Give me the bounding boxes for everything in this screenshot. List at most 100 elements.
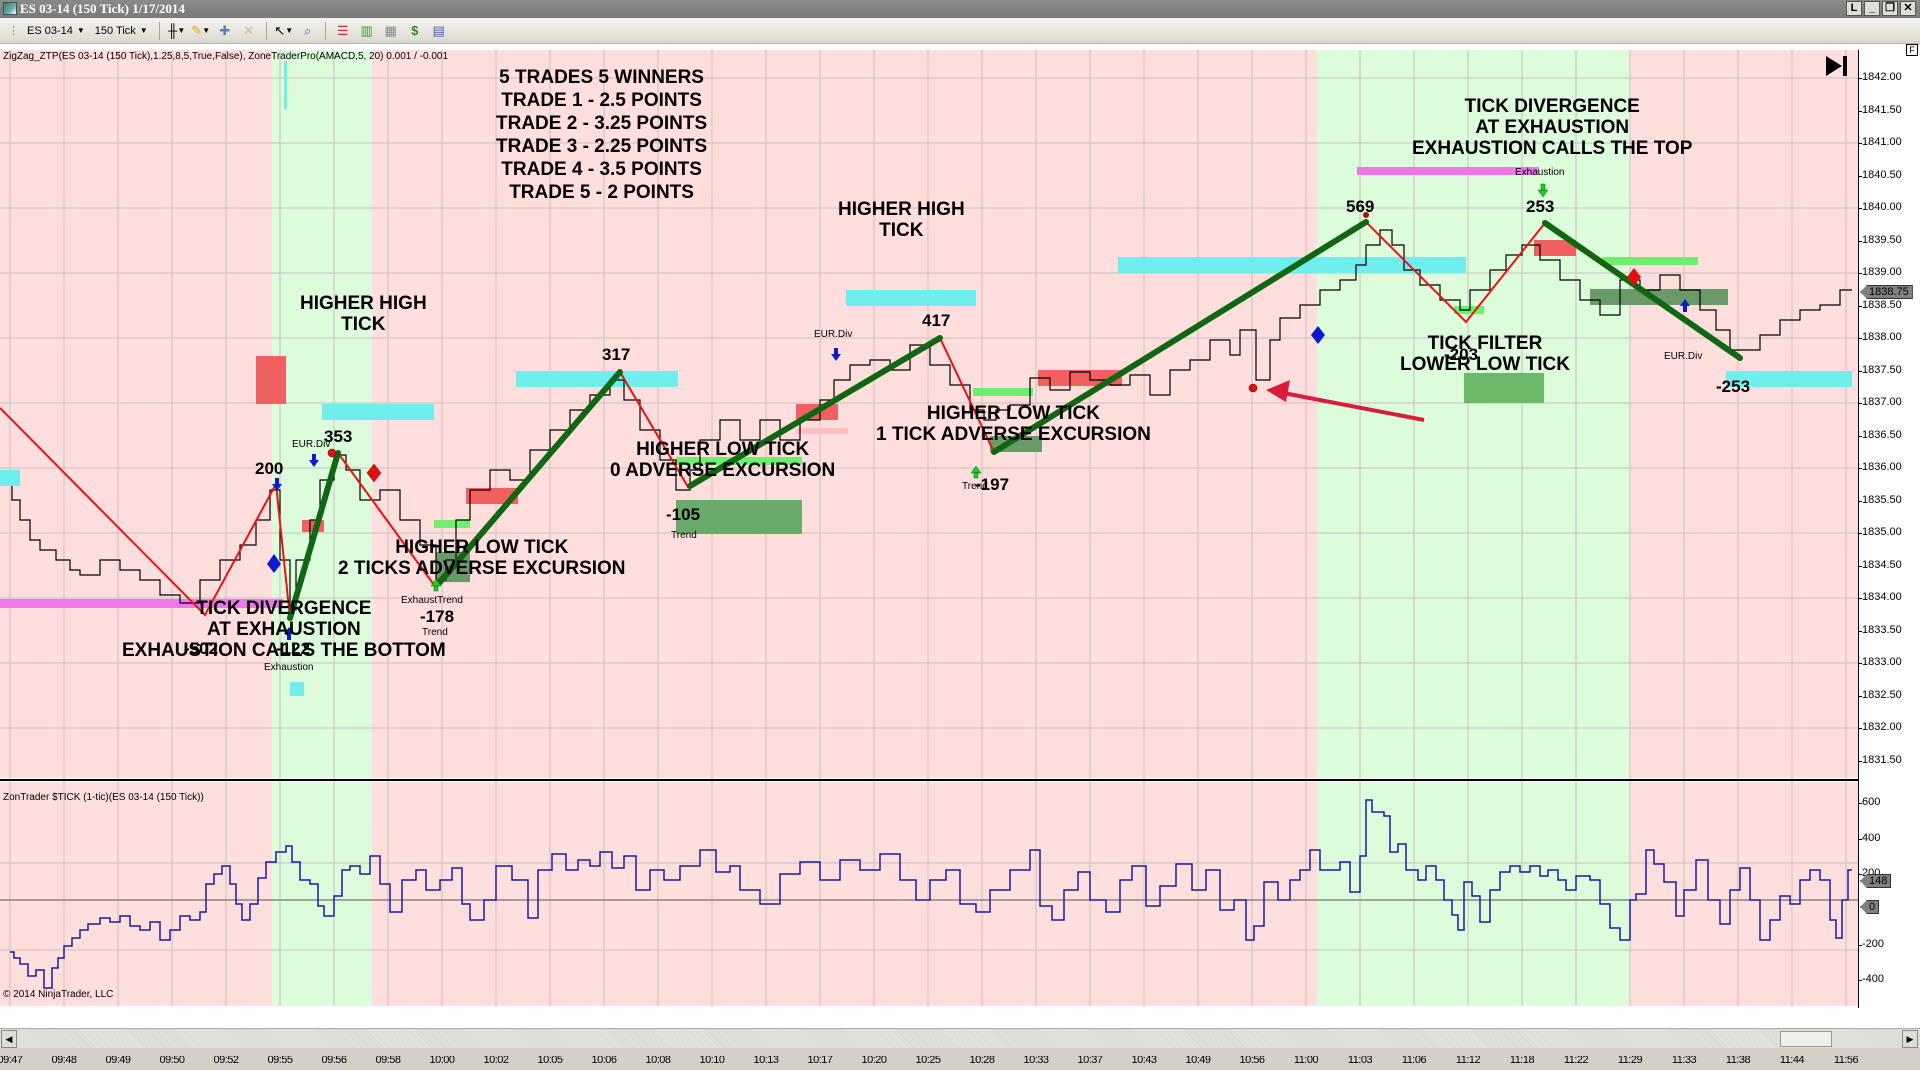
price-tick: 1841.50: [1858, 104, 1902, 116]
zigzag-value: 317: [602, 345, 631, 364]
zigzag-value: -122: [276, 639, 311, 658]
price-tick: 1831.50: [1858, 754, 1902, 766]
remove-indicator-icon[interactable]: ✕: [243, 22, 255, 38]
tick-last-tag: 148: [1860, 874, 1892, 888]
chart-canvas: [0, 50, 1858, 1006]
f-button[interactable]: F: [1906, 44, 1918, 56]
scroll-thumb[interactable]: [1780, 1031, 1832, 1047]
price-tick: 1838.00: [1858, 331, 1902, 343]
zigzag-value: -178: [420, 607, 455, 626]
pointer-icon[interactable]: ↖ ▼: [274, 22, 294, 38]
horizontal-scrollbar[interactable]: ◀ ▶: [0, 1028, 1920, 1048]
price-tick: 1832.50: [1858, 689, 1902, 701]
tick-filter-note: TICK FILTER LOWER LOW TICK: [1400, 333, 1570, 375]
price-tick: 1839.50: [1858, 234, 1902, 246]
tick-value: -200: [1857, 938, 1885, 950]
price-tick: 1834.50: [1858, 559, 1902, 571]
price-tick: 1839.00: [1858, 266, 1902, 278]
price-tick: 1836.00: [1858, 461, 1902, 473]
price-axis-line: [1858, 50, 1859, 788]
higher-low-tick-note-1: HIGHER LOW TICK 2 TICKS ADVERSE EXCURSION: [338, 537, 626, 579]
price-tick: 1833.50: [1858, 624, 1902, 636]
chart-toolbar: ⋮ ES 03-14 ▼ 150 Tick ▼ ╫ ▼ ✎ ▼ ✚ ✕ ↖ ▼ ⌕ ☰…: [0, 18, 1920, 44]
instrument-selector[interactable]: ES 03-14 ▼: [23, 25, 91, 37]
price-tick: 1836.50: [1858, 429, 1902, 441]
tick-axis[interactable]: 600 400 200 -200 -400 148 0: [1857, 784, 1920, 1008]
tick-indicator-label: ZonTrader $TICK (1-tic)(ES 03-14 (150 Ti…: [3, 792, 204, 803]
bar-style-icon[interactable]: ╫ ▼: [168, 23, 186, 38]
zigzag-value: -502: [184, 639, 219, 658]
properties-icon[interactable]: ▤: [432, 22, 445, 38]
copyright-label: © 2014 NinjaTrader, LLC: [3, 989, 114, 1000]
zigzag-value: -105: [666, 505, 701, 524]
higher-high-tick-note-2: HIGHER HIGH TICK: [838, 199, 965, 241]
dollar-icon[interactable]: $: [411, 23, 419, 38]
zigzag-value: 417: [922, 311, 951, 330]
link-button[interactable]: L: [1846, 1, 1862, 16]
window-title-bar: ES 03-14 (150 Tick) 1/17/2014 L _ ❐ ✕: [0, 0, 1920, 18]
zoom-icon[interactable]: ⌕: [304, 22, 312, 38]
zigzag-value: 353: [324, 427, 353, 446]
zigzag-value: -197: [975, 475, 1010, 494]
higher-low-tick-note-2: HIGHER LOW TICK 0 ADVERSE EXCURSION: [610, 439, 836, 481]
price-indicator-label: ZigZag_ZTP(ES 03-14 (150 Tick),1.25,8,5,…: [3, 51, 449, 62]
eur-div-label: EUR.Div: [814, 329, 853, 340]
trend-label: Trend: [962, 481, 988, 492]
tick-divergence-top-note: TICK DIVERGENCE AT EXHAUSTION EXHAUSTION C…: [1412, 96, 1693, 159]
price-axis[interactable]: 1842.00 1841.50 1841.00 1840.50 1840.00 …: [1858, 44, 1920, 784]
last-price-tag: 1838.75: [1860, 285, 1913, 299]
data-box-icon[interactable]: ▦: [384, 22, 397, 38]
chart-area[interactable]: 1842.00 1841.50 1841.00 1840.50 1840.00 …: [0, 44, 1920, 1066]
trend-label: Trend: [671, 530, 697, 541]
interval-label: 150 Tick: [94, 24, 136, 37]
price-tick: 1837.00: [1858, 396, 1902, 408]
zigzag-value: -203: [1444, 345, 1479, 364]
price-tick: 1833.00: [1858, 656, 1902, 668]
higher-low-tick-note-3: HIGHER LOW TICK 1 TICK ADVERSE EXCURSION: [876, 403, 1151, 445]
pencil-draw-icon[interactable]: ✎ ▼: [191, 22, 211, 38]
price-tick: 1840.50: [1858, 169, 1902, 181]
zigzag-value: 200: [255, 459, 284, 478]
window-title: ES 03-14 (150 Tick) 1/17/2014: [20, 1, 185, 16]
exhaustion-label: Exhaustion: [264, 662, 314, 673]
chevron-down-icon: ▼: [76, 26, 85, 35]
zigzag-value: 253: [1526, 197, 1555, 216]
tick-value: -400: [1857, 973, 1885, 985]
price-tick: 1835.50: [1858, 494, 1902, 506]
price-tick: 1840.00: [1858, 201, 1902, 213]
price-tick: 1842.00: [1858, 71, 1902, 83]
tick-divergence-bottom-note: TICK DIVERGENCE AT EXHAUSTION EXHAUSTION C…: [122, 598, 446, 661]
price-tick: 1838.50: [1858, 299, 1902, 311]
restore-button[interactable]: ❐: [1882, 1, 1898, 16]
chevron-down-icon: ▼: [139, 26, 148, 35]
eur-div-label: EUR.Div: [292, 439, 331, 450]
add-indicator-icon[interactable]: ✚: [219, 22, 231, 38]
eur-div-label: EUR.Div: [1664, 351, 1703, 362]
tick-axis-line: [1858, 782, 1859, 1008]
price-tick: 1837.50: [1858, 364, 1902, 376]
higher-high-tick-note-1: HIGHER HIGH TICK: [300, 293, 427, 335]
zigzag-value: -253: [1716, 377, 1751, 396]
trend-label: Trend: [422, 627, 448, 638]
chart-app-icon: [3, 2, 17, 15]
price-tick: 1832.00: [1858, 721, 1902, 733]
price-tick: 1841.00: [1858, 136, 1902, 148]
exhaustion-label: Exhaustion: [1515, 167, 1565, 178]
instrument-label: ES 03-14: [27, 24, 73, 37]
tick-value: 600: [1857, 796, 1881, 808]
price-tick: 1834.00: [1858, 591, 1902, 603]
interval-selector[interactable]: 150 Tick ▼: [91, 25, 154, 37]
zigzag-value: 569: [1346, 197, 1375, 216]
close-button[interactable]: ✕: [1900, 1, 1916, 16]
minimize-button[interactable]: _: [1864, 1, 1880, 16]
tick-value: 400: [1857, 832, 1881, 844]
toolbar-grip-icon: ⋮: [8, 25, 19, 37]
price-tick: 1835.00: [1858, 526, 1902, 538]
chart-trader-icon[interactable]: ▥: [360, 22, 373, 38]
scroll-right-button[interactable]: ▶: [1902, 1030, 1918, 1048]
status-bar: [0, 1048, 1920, 1056]
exhaust-trend-label: ExhaustTrend: [401, 595, 463, 606]
scroll-left-button[interactable]: ◀: [1, 1030, 17, 1048]
strategy-icon[interactable]: ☰: [336, 22, 349, 38]
tick-zero-tag: 0: [1860, 900, 1880, 914]
